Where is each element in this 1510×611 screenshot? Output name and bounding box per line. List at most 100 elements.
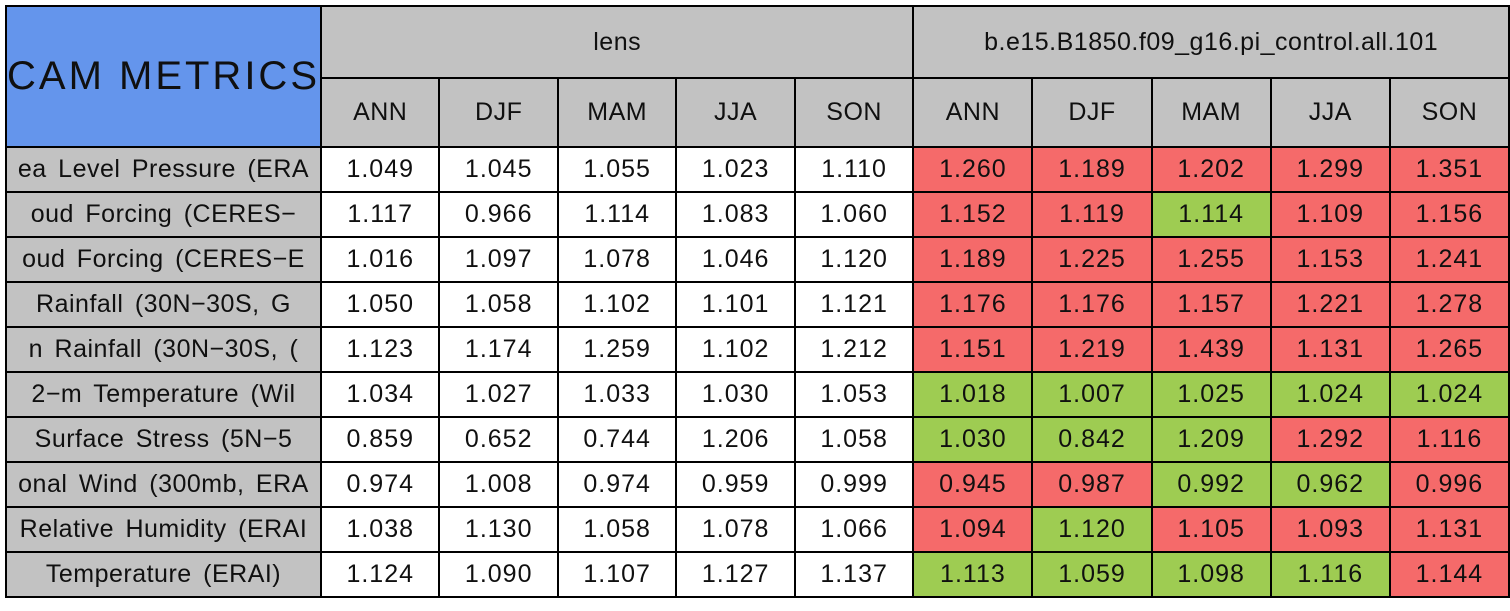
run-value-cell: 1.113 (912, 551, 1034, 598)
lens-value-cell: 1.121 (793, 281, 915, 328)
row-label: n Rainfall (30N−30S, ( (5, 326, 322, 373)
lens-value-cell: 1.050 (319, 281, 441, 328)
row-label: Rainfall (30N−30S, G (5, 281, 322, 328)
row-label: onal Wind (300mb, ERA (5, 461, 322, 508)
run-value-cell: 1.278 (1388, 281, 1510, 328)
run-value-cell: 1.024 (1388, 371, 1510, 418)
lens-value-cell: 1.212 (793, 326, 915, 373)
run-value-cell: 1.153 (1269, 236, 1391, 283)
run-value-cell: 0.945 (912, 461, 1034, 508)
run-value-cell: 1.007 (1031, 371, 1153, 418)
lens-value-cell: 1.038 (319, 506, 441, 553)
lens-value-cell: 0.959 (675, 461, 796, 508)
run-value-cell: 1.098 (1150, 551, 1272, 598)
lens-value-cell: 1.083 (675, 191, 796, 238)
season-header-row: ANN DJF MAM JJA SON ANN DJF MAM JJA SON (6, 77, 1510, 148)
lens-value-cell: 1.090 (438, 551, 559, 598)
row-label: Relative Humidity (ERAI (5, 506, 322, 553)
season-header-run-djf: DJF (1031, 77, 1153, 148)
lens-value-cell: 1.033 (556, 371, 678, 418)
run-value-cell: 1.176 (912, 281, 1034, 328)
lens-value-cell: 1.008 (438, 461, 559, 508)
lens-value-cell: 1.097 (438, 236, 559, 283)
run-value-cell: 1.255 (1150, 236, 1272, 283)
run-value-cell: 1.152 (912, 191, 1034, 238)
run-value-cell: 1.260 (912, 146, 1034, 193)
row-label: Temperature (ERAI) (5, 551, 322, 598)
table-row: n Rainfall (30N−30S, (1.123 1.174 1.259 1.1… (5, 326, 1510, 373)
row-label: oud Forcing (CERES−E (5, 236, 322, 283)
lens-value-cell: 1.053 (793, 371, 915, 418)
run-value-cell: 1.109 (1269, 191, 1391, 238)
lens-value-cell: 0.859 (319, 416, 441, 463)
season-header-lens-son: SON (793, 77, 915, 148)
run-value-cell: 1.030 (912, 416, 1034, 463)
table-row: oud Forcing (CERES−E 1.016 1.097 1.078 1.046… (5, 236, 1510, 283)
run-value-cell: 1.219 (1031, 326, 1153, 373)
run-value-cell: 1.299 (1269, 146, 1391, 193)
season-header-run-ann: ANN (912, 77, 1034, 148)
season-header-run-jja: JJA (1269, 77, 1391, 148)
run-value-cell: 1.265 (1388, 326, 1510, 373)
lens-value-cell: 1.049 (319, 146, 441, 193)
run-value-cell: 0.962 (1269, 461, 1391, 508)
lens-value-cell: 0.974 (556, 461, 678, 508)
lens-value-cell: 1.055 (556, 146, 678, 193)
run-value-cell: 1.156 (1388, 191, 1510, 238)
lens-value-cell: 1.066 (793, 506, 915, 553)
run-value-cell: 1.105 (1150, 506, 1272, 553)
lens-value-cell: 1.174 (438, 326, 559, 373)
season-header-lens-djf: DJF (438, 77, 559, 148)
group-header-row: CAM METRICS lens b.e15.B1850.f09_g16.pi_… (5, 5, 1510, 148)
lens-value-cell: 0.974 (319, 461, 441, 508)
run-value-cell: 0.842 (1031, 416, 1153, 463)
season-header-lens-mam: MAM (556, 77, 678, 148)
table-row: Temperature (ERAI) 1.124 1.090 1.107 1.127 1.… (5, 551, 1510, 598)
table-row: oud Forcing (CERES− 1.117 0.966 1.114 1.083 1… (5, 191, 1510, 238)
run-value-cell: 1.292 (1269, 416, 1391, 463)
lens-value-cell: 1.078 (675, 506, 796, 553)
lens-value-cell: 1.206 (675, 416, 796, 463)
run-value-cell: 1.225 (1031, 236, 1153, 283)
lens-value-cell: 1.127 (675, 551, 796, 598)
lens-value-cell: 1.120 (793, 236, 915, 283)
season-header-lens-jja: JJA (675, 77, 796, 148)
run-value-cell: 1.189 (1031, 146, 1153, 193)
lens-value-cell: 1.058 (556, 506, 678, 553)
run-value-cell: 1.131 (1269, 326, 1391, 373)
lens-value-cell: 1.078 (556, 236, 678, 283)
lens-value-cell: 1.102 (556, 281, 678, 328)
run-value-cell: 0.987 (1031, 461, 1153, 508)
run-value-cell: 1.114 (1150, 191, 1272, 238)
table-row: ea Level Pressure (ERA 1.049 1.045 1.055 1.0… (5, 146, 1510, 193)
lens-value-cell: 1.123 (319, 326, 441, 373)
group-header-lens: lens (319, 5, 915, 79)
lens-value-cell: 1.107 (556, 551, 678, 598)
group-header-pi-control-run: b.e15.B1850.f09_g16.pi_control.all.101 (912, 5, 1510, 79)
table-title-cell: CAM METRICS (5, 5, 322, 148)
run-value-cell: 1.209 (1150, 416, 1272, 463)
run-value-cell: 1.024 (1269, 371, 1391, 418)
lens-value-cell: 1.045 (438, 146, 559, 193)
row-label: 2−m Temperature (Wil (5, 371, 322, 418)
run-value-cell: 1.221 (1269, 281, 1391, 328)
lens-value-cell: 1.259 (556, 326, 678, 373)
lens-value-cell: 1.110 (793, 146, 915, 193)
table-row: Rainfall (30N−30S, G 1.050 1.058 1.102 1.101… (5, 281, 1510, 328)
table-row: onal Wind (300mb, ERA 0.974 1.008 0.974 0.95… (5, 461, 1510, 508)
lens-value-cell: 1.137 (793, 551, 915, 598)
lens-value-cell: 1.027 (438, 371, 559, 418)
run-value-cell: 1.116 (1388, 416, 1510, 463)
run-value-cell: 1.189 (912, 236, 1034, 283)
lens-value-cell: 0.652 (438, 416, 559, 463)
lens-value-cell: 0.999 (793, 461, 915, 508)
lens-value-cell: 1.102 (675, 326, 796, 373)
row-label: Surface Stress (5N−5 (5, 416, 322, 463)
table-row: Surface Stress (5N−5 0.859 0.652 0.744 1.206… (5, 416, 1510, 463)
lens-value-cell: 1.058 (438, 281, 559, 328)
table-body: ea Level Pressure (ERA 1.049 1.045 1.055 1.0… (5, 146, 1510, 598)
lens-value-cell: 1.046 (675, 236, 796, 283)
lens-value-cell: 1.130 (438, 506, 559, 553)
row-label: oud Forcing (CERES− (5, 191, 322, 238)
